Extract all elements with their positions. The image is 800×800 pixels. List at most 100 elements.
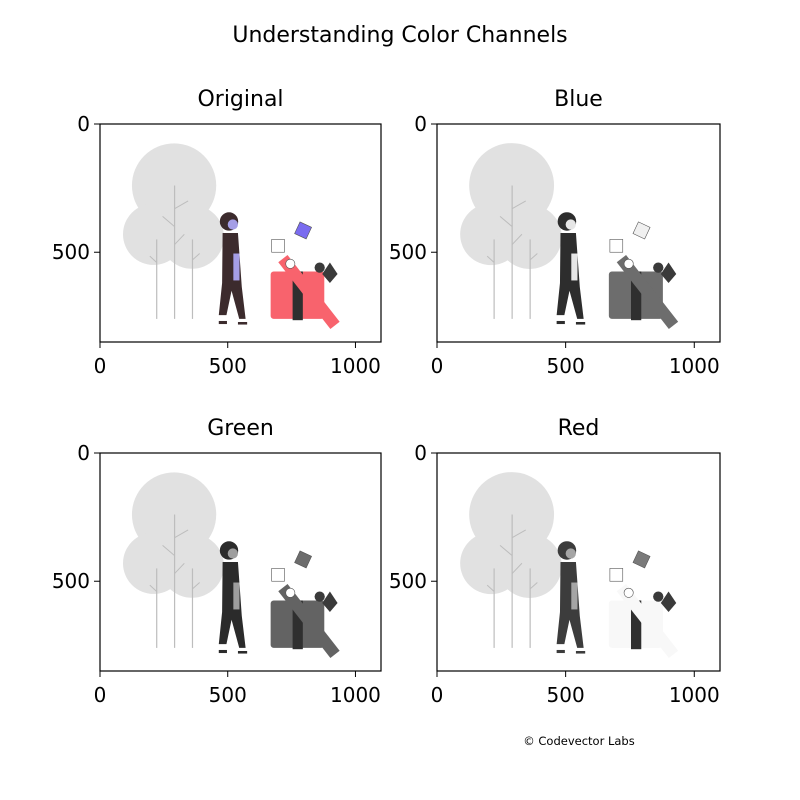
gift-lid-strip [616,254,679,329]
credit-label: © Codevector Labs [523,734,634,748]
tree-branch-1 [162,544,175,556]
y-tick-label: 500 [52,569,90,593]
x-tick-label: 500 [209,683,247,707]
gift-bow [660,591,677,613]
floating-box [609,239,624,253]
person-shoe-right [575,650,586,654]
floating-box [271,568,285,582]
x-tick-label: 500 [209,354,247,378]
gift-ribbon [630,271,642,321]
floating-dot [623,587,634,598]
person-shoe-left [218,320,227,325]
person-shoe-left [556,649,565,654]
tree-branch-0 [511,529,527,539]
gift-lid-strip [278,584,340,658]
tree-canopy-right [497,533,562,599]
tree-branch-1 [499,544,513,556]
floating-card [294,221,312,240]
person-arm [571,582,578,610]
y-tick-label: 0 [77,112,90,136]
gift-bow-loop [653,262,664,273]
tree-branch-3 [149,255,158,263]
x-tick-label: 0 [94,354,107,378]
panel-blue: Blue 0 500 1000 0 500 [389,87,721,378]
figure-title: Understanding Color Channels [232,23,567,48]
tree-branch-3 [486,584,495,592]
gift-lid-strip [278,255,340,329]
gift-lid-strip [616,583,679,658]
gift-bow-loop [653,591,664,602]
tree-branch-4 [529,582,538,590]
x-tick-label: 1000 [669,683,720,707]
y-tick-label: 500 [389,240,427,264]
gift-ribbon [292,271,303,321]
panel-image-blue [460,143,679,329]
x-tick-label: 1000 [669,354,720,378]
floating-card [632,550,651,569]
person-face [227,548,238,559]
tree-branch-4 [529,253,538,261]
tree-branch-2 [511,562,523,574]
panel-rgb: Original 0 500 1000 0 500 [52,87,382,378]
tree-branch-4 [192,253,200,261]
tree-branch-2 [174,233,185,245]
person-face [565,219,576,230]
floating-box [609,568,624,582]
gift-bow [322,262,338,284]
y-tick-label: 0 [414,441,427,465]
floating-box [271,239,285,253]
floating-card [294,550,312,569]
gift-bow-loop [314,262,325,273]
floating-dot [285,258,296,269]
y-tick-label: 500 [52,240,90,264]
tree-branch-0 [174,200,189,210]
panel-frame-green [99,452,382,672]
tree-canopy-right [160,533,224,598]
tree-canopy-right [160,204,224,269]
floating-dot [623,258,634,269]
person-shoe-left [218,649,227,654]
person-arm [233,253,240,281]
person-shoe-right [575,321,586,325]
tree-branch-0 [511,200,527,210]
floating-dot [285,587,296,598]
person-shoe-right [237,321,248,325]
gift-bow-loop [314,591,325,602]
person-shoe-left [556,320,565,325]
panel-red: Red 0 500 1000 0 500 [389,416,721,707]
tree-branch-1 [162,215,175,227]
panel-title-blue: Blue [554,87,603,112]
person-arm [571,253,578,281]
tree-branch-3 [149,584,158,592]
tree-branch-2 [174,562,185,574]
tree-branch-2 [511,233,523,245]
tree-branch-0 [174,529,189,539]
x-tick-label: 500 [547,354,585,378]
panel-green: Green 0 500 1000 0 500 [52,416,382,707]
x-tick-label: 1000 [330,683,381,707]
tree-canopy-right [497,204,562,270]
panel-frame-blue [436,123,721,343]
panel-frame-red [436,452,721,672]
floating-card [632,221,651,240]
y-tick-label: 0 [414,112,427,136]
panel-title-rgb: Original [197,87,283,112]
panels-group: Original 0 500 1000 0 500 Blue 0 500 1000 0 500 Gree… [52,87,721,707]
gift-ribbon [630,600,642,650]
tree-branch-3 [486,255,495,263]
panel-image-rgb [122,143,340,329]
tree-branch-4 [192,582,200,590]
x-tick-label: 0 [431,683,444,707]
panel-title-green: Green [207,416,274,441]
panel-title-red: Red [558,416,600,441]
x-tick-label: 0 [94,683,107,707]
gift-bow [322,591,338,613]
panel-frame-rgb [99,123,382,343]
person-face [227,219,238,230]
person-arm [233,582,240,610]
x-tick-label: 500 [547,683,585,707]
x-tick-label: 1000 [330,354,381,378]
panel-image-red [460,472,679,658]
panel-image-green [122,472,340,658]
